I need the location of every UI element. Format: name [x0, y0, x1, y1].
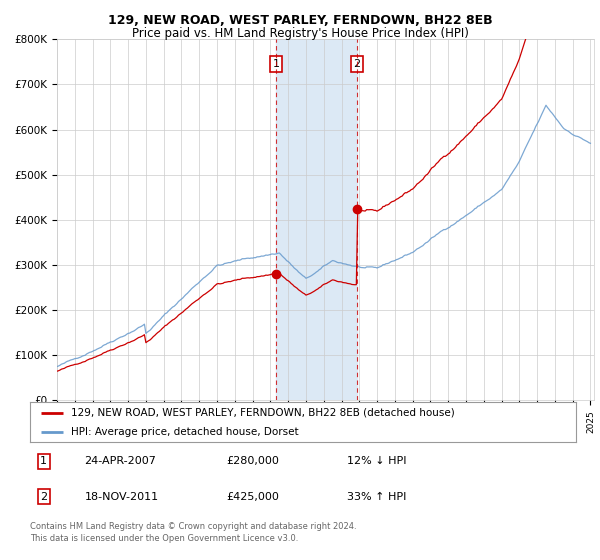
Text: 33% ↑ HPI: 33% ↑ HPI	[347, 492, 406, 502]
Text: 24-APR-2007: 24-APR-2007	[85, 456, 157, 466]
Text: 129, NEW ROAD, WEST PARLEY, FERNDOWN, BH22 8EB (detached house): 129, NEW ROAD, WEST PARLEY, FERNDOWN, BH…	[71, 408, 455, 418]
Text: £425,000: £425,000	[227, 492, 280, 502]
Text: Contains HM Land Registry data © Crown copyright and database right 2024.
This d: Contains HM Land Registry data © Crown c…	[30, 522, 356, 543]
Text: 129, NEW ROAD, WEST PARLEY, FERNDOWN, BH22 8EB: 129, NEW ROAD, WEST PARLEY, FERNDOWN, BH…	[107, 14, 493, 27]
Text: 12% ↓ HPI: 12% ↓ HPI	[347, 456, 406, 466]
Text: 2: 2	[353, 59, 361, 69]
Text: HPI: Average price, detached house, Dorset: HPI: Average price, detached house, Dors…	[71, 427, 299, 436]
Bar	[276, 39, 357, 400]
Text: 18-NOV-2011: 18-NOV-2011	[85, 492, 159, 502]
Text: 2: 2	[40, 492, 47, 502]
Text: 1: 1	[272, 59, 280, 69]
Text: Price paid vs. HM Land Registry's House Price Index (HPI): Price paid vs. HM Land Registry's House …	[131, 27, 469, 40]
Text: 1: 1	[40, 456, 47, 466]
Text: £280,000: £280,000	[227, 456, 280, 466]
